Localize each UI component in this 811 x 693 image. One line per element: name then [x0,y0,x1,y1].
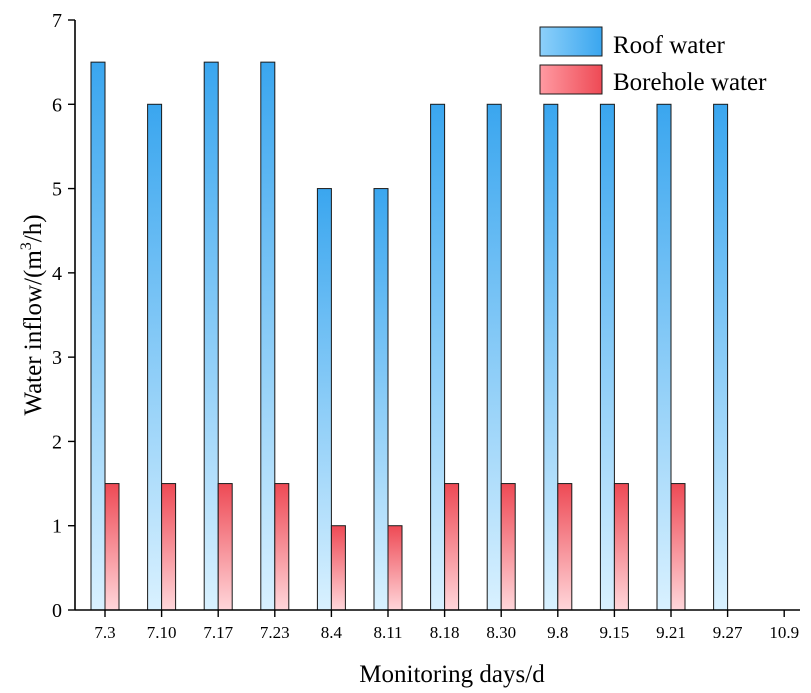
legend-swatch-roof-water [539,26,603,57]
bar-roof-water-7.17 [203,61,219,611]
x-tick-label: 7.17 [203,623,233,642]
y-tick-label: 0 [52,600,62,622]
y-tick-label: 7 [52,10,62,32]
y-axis-title-superscript: 3 [18,242,35,250]
x-tick-label: 9.15 [600,623,630,642]
bar-roof-water-9.21 [656,103,672,611]
bar-roof-water-7.3 [90,61,106,611]
x-tick-label: 9.8 [547,623,568,642]
legend-swatch-borehole-water [539,64,603,95]
y-ticks-group: 0 1 2 3 4 5 6 7 [52,10,75,622]
bar-roof-water-9.15 [599,103,615,611]
y-tick-label: 5 [52,179,62,201]
bar-borehole-water-9.21 [670,483,686,611]
x-tick-label: 8.4 [321,623,343,642]
bar-roof-water-8.18 [430,103,446,611]
x-tick-label: 8.11 [373,623,402,642]
y-tick-label: 6 [52,94,62,116]
bar-borehole-water-8.4 [330,525,346,611]
x-tick-label: 7.10 [147,623,177,642]
y-axis-title: Water inflow/(m3/h) [18,214,47,415]
bar-roof-water-8.30 [486,103,502,611]
bar-roof-water-7.23 [260,61,276,611]
bar-roof-water-9.27 [713,103,729,611]
bar-borehole-water-8.11 [387,525,403,611]
bars-group [90,61,729,611]
bar-borehole-water-7.3 [104,483,120,611]
bar-borehole-water-9.8 [557,483,573,611]
x-tick-label: 8.18 [430,623,460,642]
bar-roof-water-8.11 [373,188,389,611]
x-tick-label: 8.30 [486,623,516,642]
y-tick-label: 2 [52,431,62,453]
bar-roof-water-8.4 [316,188,332,611]
y-tick-label: 1 [52,516,62,538]
x-ticks-group: 7.3 7.10 7.17 7.23 8.4 8.11 8.18 8.30 9.8 9.15 9.2… [94,610,799,642]
bar-borehole-water-8.30 [500,483,516,611]
y-axis-title-tail: /h) [20,214,47,242]
bar-roof-water-7.10 [147,103,163,611]
y-tick-label: 3 [52,347,62,369]
x-tick-label: 9.21 [656,623,686,642]
x-tick-label: 7.23 [260,623,290,642]
bar-borehole-water-7.23 [274,483,290,611]
x-axis-title: Monitoring days/d [359,661,545,688]
bar-borehole-water-8.18 [444,483,460,611]
bar-borehole-water-7.10 [161,483,177,611]
legend-label-borehole-water: Borehole water [613,69,767,96]
y-tick-label: 4 [52,263,62,285]
bar-borehole-water-9.15 [613,483,629,611]
legend-label-roof-water: Roof water [613,32,725,59]
bar-borehole-water-7.17 [217,483,233,611]
x-tick-label: 9.27 [713,623,743,642]
legend: Roof water Borehole water [539,26,767,96]
bar-roof-water-9.8 [543,103,559,611]
y-axis-title-main: Water inflow/(m [20,250,47,416]
x-tick-label: 7.3 [94,623,115,642]
x-tick-label: 10.9 [769,623,799,642]
